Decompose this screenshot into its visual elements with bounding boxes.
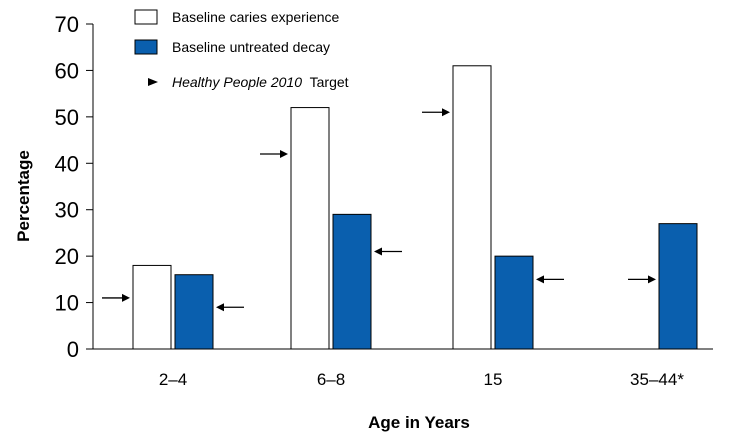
x-tick-label: 6–8 <box>317 370 345 389</box>
bar-untreated-decay <box>658 223 698 350</box>
y-tick-label: 10 <box>55 291 79 316</box>
legend-label-target-italic: Healthy People 2010 <box>172 74 302 90</box>
target-arrow-icon <box>102 293 130 302</box>
x-tick-label: 15 <box>484 370 503 389</box>
legend-label-caries: Baseline caries experience <box>172 9 340 25</box>
legend-swatch-caries <box>134 9 158 25</box>
x-tick-labels: 2–4 6–8 15 35–44* <box>159 370 685 389</box>
y-tick-label: 70 <box>55 12 79 37</box>
bar-untreated-decay <box>332 213 372 350</box>
y-tick-label: 50 <box>55 105 79 130</box>
legend-label-target: Healthy People 2010 Target <box>172 74 349 90</box>
bar-untreated-decay <box>494 255 534 350</box>
target-arrow-icon <box>536 275 564 284</box>
target-arrow-icon <box>628 275 656 284</box>
y-axis-title: Percentage <box>14 150 33 242</box>
x-tick-label: 35–44* <box>630 370 684 389</box>
target-arrows <box>102 108 656 312</box>
target-arrow-icon <box>260 150 288 158</box>
bar-caries-experience <box>452 65 492 350</box>
target-arrow-icon <box>374 247 402 256</box>
legend-label-untreated: Baseline untreated decay <box>172 39 330 55</box>
y-tick-label: 0 <box>67 337 79 362</box>
y-tick-label: 20 <box>55 244 79 269</box>
y-tick-label: 40 <box>55 151 79 176</box>
y-tick-label: 30 <box>55 198 79 223</box>
x-axis-title: Age in Years <box>368 413 470 432</box>
legend-arrow-icon <box>148 78 158 86</box>
bars <box>132 65 698 350</box>
bar-caries-experience <box>132 264 172 350</box>
bar-caries-experience <box>290 107 330 350</box>
x-tick-label: 2–4 <box>159 370 187 389</box>
y-tick-label: 60 <box>55 58 79 83</box>
y-ticks: 0 10 20 30 40 50 60 70 <box>55 12 93 362</box>
legend-label-target-rest: Target <box>310 74 349 90</box>
target-arrow-icon <box>216 303 244 312</box>
target-arrow-icon <box>422 108 450 117</box>
bar-untreated-decay <box>174 274 214 350</box>
legend: Baseline caries experience Baseline untr… <box>134 9 349 90</box>
legend-swatch-untreated <box>134 39 158 55</box>
